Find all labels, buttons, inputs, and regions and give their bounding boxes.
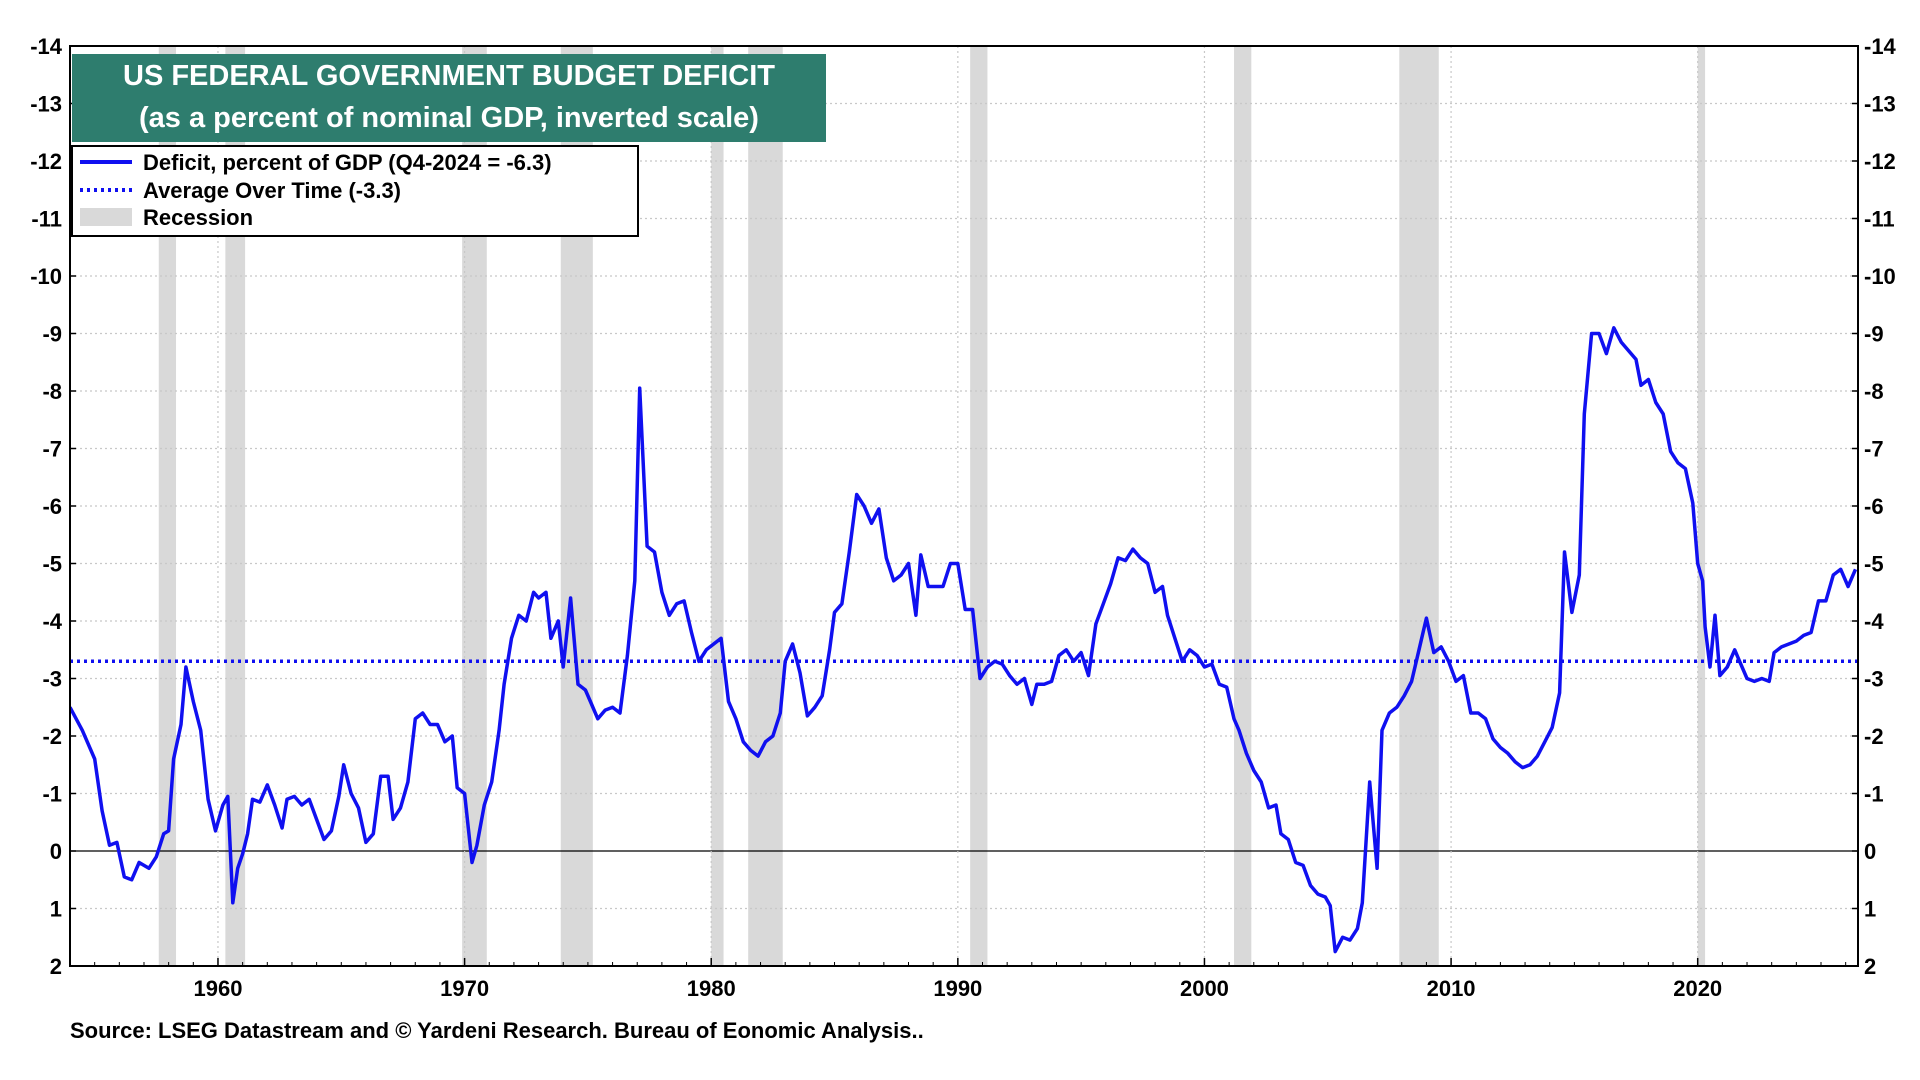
- x-tick-label: 2000: [1180, 976, 1229, 1001]
- y-tick-label-left: -13: [30, 92, 62, 117]
- y-tick-label-left: -9: [42, 322, 62, 347]
- y-tick-label-right: -5: [1864, 552, 1884, 577]
- y-tick-label-left: -5: [42, 552, 62, 577]
- x-tick-label: 1980: [687, 976, 736, 1001]
- series-line-1: [70, 326, 1858, 954]
- y-tick-label-right: -10: [1864, 264, 1896, 289]
- legend-label-recession: Recession: [143, 205, 253, 230]
- chart-title: US FEDERAL GOVERNMENT BUDGET DEFICIT: [123, 60, 775, 92]
- y-tick-label-right: -14: [1864, 34, 1897, 59]
- x-tick-label: 2020: [1673, 976, 1722, 1001]
- title-box: US FEDERAL GOVERNMENT BUDGET DEFICIT (as…: [72, 54, 826, 142]
- y-tick-label-right: 1: [1864, 897, 1876, 922]
- y-tick-label-left: -12: [30, 149, 62, 174]
- y-tick-label-right: -12: [1864, 149, 1896, 174]
- x-tick-label: 1970: [440, 976, 489, 1001]
- y-tick-label-right: -13: [1864, 92, 1896, 117]
- x-tick-label: 2010: [1427, 976, 1476, 1001]
- y-tick-label-left: -1: [42, 782, 62, 807]
- y-tick-label-left: -14: [30, 34, 63, 59]
- y-tick-label-right: 0: [1864, 839, 1876, 864]
- x-axis-ticks: 1960 1970 1980 1990 2000 2010 2020: [69, 958, 1847, 1001]
- y-tick-label-right: -6: [1864, 494, 1884, 519]
- y-tick-label-left: 1: [50, 897, 62, 922]
- chart-subtitle: (as a percent of nominal GDP, inverted s…: [139, 102, 759, 134]
- y-tick-label-left: -2: [42, 724, 62, 749]
- series-group: [70, 326, 1858, 954]
- y-tick-label-left: 0: [50, 839, 62, 864]
- y-tick-label-right: -4: [1864, 609, 1884, 634]
- legend-frame: [71, 145, 639, 237]
- legend-swatch-recession: [80, 208, 132, 226]
- x-tick-label: 1990: [933, 976, 982, 1001]
- recession-band-7: [970, 46, 988, 966]
- legend-label-average: Average Over Time (-3.3): [143, 178, 401, 203]
- y-axis-ticks: -14 -14-13 -13-12 -12-11 -11-10 -10-9 -9-8 -8-7…: [30, 34, 1896, 979]
- y-tick-label-left: 2: [50, 954, 62, 979]
- legend-label-deficit: Deficit, percent of GDP (Q4-2024 = -6.3): [143, 150, 552, 175]
- source-note: Source: LSEG Datastream and © Yardeni Re…: [70, 1018, 924, 1043]
- y-tick-label-right: -2: [1864, 724, 1884, 749]
- y-tick-label-right: -9: [1864, 322, 1884, 347]
- y-tick-label-right: -3: [1864, 667, 1884, 692]
- y-tick-label-right: -1: [1864, 782, 1884, 807]
- y-tick-label-left: -10: [30, 264, 62, 289]
- y-tick-label-left: -3: [42, 667, 62, 692]
- y-tick-label-left: -8: [42, 379, 62, 404]
- y-tick-label-left: -4: [42, 609, 62, 634]
- x-tick-label: 1960: [193, 976, 242, 1001]
- y-tick-label-right: -11: [1864, 207, 1895, 232]
- y-tick-label-left: -11: [31, 207, 62, 232]
- legend: Deficit, percent of GDP (Q4-2024 = -6.3)…: [71, 145, 639, 237]
- y-tick-label-right: -7: [1864, 437, 1884, 462]
- y-tick-label-right: 2: [1864, 954, 1876, 979]
- title-background: [72, 54, 826, 142]
- y-tick-label-left: -7: [42, 437, 62, 462]
- y-tick-label-left: -6: [42, 494, 62, 519]
- y-tick-label-right: -8: [1864, 379, 1884, 404]
